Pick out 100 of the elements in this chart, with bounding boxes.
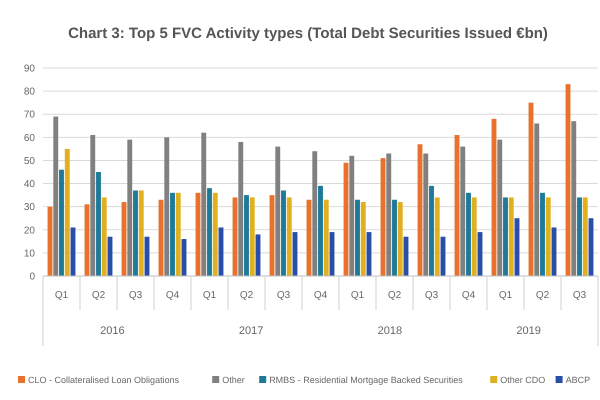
legend-label: Other	[222, 375, 245, 386]
bar	[59, 170, 64, 276]
bar	[318, 186, 323, 276]
bar	[64, 148, 70, 276]
y-tick-label: 80	[24, 86, 36, 98]
bar	[96, 172, 101, 276]
bar	[460, 146, 466, 276]
bar	[540, 192, 545, 276]
bar	[286, 197, 292, 276]
bar	[170, 192, 175, 276]
bar	[440, 236, 446, 276]
bar	[292, 232, 298, 276]
bar	[122, 202, 126, 276]
bar	[281, 190, 286, 276]
x-tick-label: Q2	[92, 290, 106, 301]
y-tick-label: 40	[24, 179, 36, 190]
bar	[70, 227, 76, 276]
bar	[508, 197, 514, 276]
bar	[404, 236, 408, 276]
bar	[244, 195, 249, 276]
legend-label: Other CDO	[500, 375, 546, 386]
bar	[360, 202, 366, 276]
legend-label: CLO - Collateralised Loan Obligations	[28, 375, 180, 386]
text: 2019	[516, 325, 541, 337]
x-tick-label: Q3	[128, 290, 143, 301]
bar	[344, 162, 348, 276]
bar	[108, 236, 112, 276]
bar	[534, 123, 540, 276]
x-tick-label: Q2	[536, 290, 550, 301]
bar	[386, 154, 392, 276]
bar	[275, 146, 280, 276]
bar	[466, 192, 471, 276]
bar	[577, 197, 582, 276]
bar	[418, 144, 422, 276]
bar	[164, 137, 170, 276]
bar	[349, 156, 354, 276]
x-tick-label: Q3	[424, 290, 439, 301]
bar	[201, 132, 206, 276]
bar	[380, 158, 386, 276]
x-tick-label: Q2	[240, 290, 254, 301]
legend-label: RMBS - Residential Mortgage Backed Securities	[269, 375, 464, 386]
bar	[571, 121, 576, 276]
bar	[158, 200, 164, 276]
bar	[514, 218, 520, 276]
bar	[492, 118, 496, 276]
text: 2018	[378, 325, 402, 337]
y-tick-label: 30	[24, 202, 36, 214]
bar	[454, 135, 460, 276]
y-tick-label: 70	[24, 110, 36, 121]
x-tick-label: Q4	[462, 290, 476, 301]
x-tick-label: Q1	[498, 290, 513, 301]
bar	[212, 192, 218, 276]
bar	[366, 232, 372, 276]
y-tick-label: 90	[24, 64, 36, 74]
bar	[434, 197, 440, 276]
x-tick-label: Q4	[314, 290, 328, 301]
bar	[182, 239, 186, 276]
bar	[497, 140, 502, 276]
bar	[127, 140, 132, 276]
bar	[312, 151, 318, 276]
x-tick-label: Q4	[166, 290, 180, 301]
bar	[53, 116, 58, 276]
y-tick-label: 10	[24, 248, 36, 260]
bar	[138, 190, 144, 276]
bar	[176, 192, 181, 276]
bar	[48, 206, 52, 276]
y-tick-label: 0	[29, 272, 36, 282]
bar	[90, 135, 96, 276]
x-tick-label: Q1	[350, 290, 365, 301]
bar	[270, 195, 274, 276]
bar	[546, 197, 551, 276]
bar	[423, 154, 428, 276]
chart-title: Chart 3: Top 5 FVC Activity types (Total Debt Securities Issued €bn)	[68, 25, 548, 42]
bar	[429, 186, 434, 276]
bar	[582, 197, 588, 276]
bar	[232, 197, 238, 276]
bar	[306, 200, 312, 276]
x-tick-label: Q1	[54, 290, 69, 301]
bar	[218, 227, 224, 276]
bar	[566, 84, 570, 276]
legend-label: ABCP	[566, 375, 590, 386]
bar	[472, 197, 477, 276]
bar	[256, 234, 260, 276]
bar	[144, 236, 150, 276]
bar	[528, 102, 534, 276]
bar	[398, 202, 403, 276]
bar	[324, 200, 329, 276]
x-tick-label: Q1	[202, 290, 217, 301]
bar	[207, 188, 212, 276]
bar	[355, 200, 360, 276]
bar	[392, 200, 397, 276]
text: 2017	[238, 325, 264, 337]
bar	[102, 197, 107, 276]
bar	[330, 232, 334, 276]
bar	[478, 232, 482, 276]
bar	[133, 190, 138, 276]
bar	[196, 192, 200, 276]
text: 2016	[100, 325, 125, 337]
bar	[250, 197, 255, 276]
x-tick-label: Q3	[276, 290, 291, 301]
